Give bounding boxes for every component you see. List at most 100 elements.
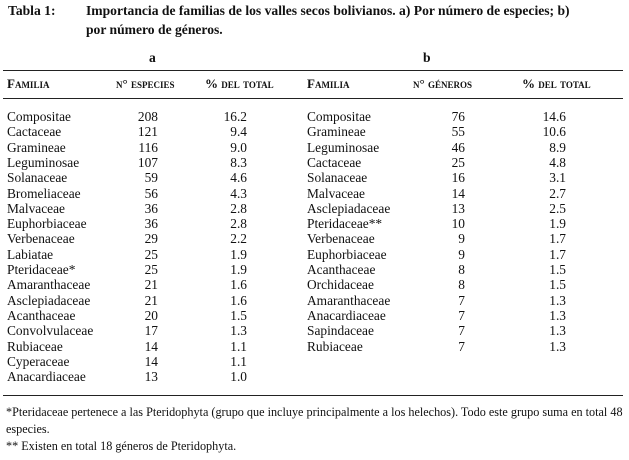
percent-cell: 1.9 [230,262,247,277]
family-cell: Compositae [307,109,371,124]
family-cell: Malvaceae [7,200,65,216]
count-cell: 76 [451,109,465,124]
count-cell: 14 [144,353,158,369]
count-cell: 29 [144,231,158,247]
count-cell: 25 [144,246,158,262]
count-cell: 13 [144,369,158,385]
count-cell: 8 [458,262,465,277]
percent-cell: 2.7 [549,185,566,201]
percent-cell: 1.1 [230,338,247,354]
percent-cell: 1.3 [230,323,247,339]
percent-cell: 2.8 [230,216,247,232]
caption-line-2: por número de géneros. [86,22,223,37]
count-cell: 21 [144,292,158,308]
percent-cell: 16.2 [223,109,247,124]
percent-cell: 1.5 [230,307,247,323]
percent-cell: 1.0 [230,369,247,385]
family-cell: Acanthaceae [307,262,376,277]
header-familia-a: Familia [7,76,50,91]
count-cell: 9 [458,246,465,262]
percent-cell: 1.3 [549,323,566,339]
percent-cell: 8.3 [230,154,247,170]
family-cell: Anacardiaceae [307,307,386,323]
header-especies: n° especies [116,76,175,91]
family-cell: Gramineae [307,124,366,140]
footnote-2: ** Existen en total 18 géneros de Pterid… [6,439,237,453]
percent-cell: 1.6 [230,292,247,308]
count-cell: 9 [458,231,465,247]
percent-cell: 1.6 [230,277,247,293]
header-generos: n° géneros [413,76,472,91]
family-cell: Cactaceae [307,154,362,170]
count-cell: 20 [144,307,158,323]
family-cell: Pteridaceae** [307,216,383,232]
count-cell: 8 [458,277,465,293]
count-cell: 56 [144,185,158,201]
family-cell: Acanthaceae [7,307,76,323]
family-cell: Convolvulaceae [7,323,94,339]
count-cell: 7 [458,292,465,308]
count-cell: 7 [458,338,465,354]
count-cell: 10 [451,216,465,232]
table-label: Tabla 1: [8,3,56,18]
percent-cell: 4.6 [230,170,247,186]
family-cell: Amaranthaceae [7,277,91,293]
family-cell: Amaranthaceae [307,292,391,308]
family-cell: Euphorbiaceae [7,216,87,232]
percent-cell: 1.7 [549,246,566,262]
family-cell: Anacardiaceae [7,369,86,385]
count-cell: 17 [144,323,158,339]
header-familia-b: Familia [307,76,350,91]
family-cell: Verbenaceae [307,231,375,247]
family-cell: Cyperaceae [7,353,70,369]
percent-cell: 2.2 [230,231,247,247]
count-cell: 7 [458,307,465,323]
count-cell: 116 [138,139,158,155]
percent-cell: 1.5 [549,262,566,277]
percent-cell: 1.3 [549,307,566,323]
percent-cell: 3.1 [549,170,566,186]
count-cell: 16 [451,170,465,186]
bottom-rule [3,395,623,396]
percent-cell: 1.9 [230,246,247,262]
family-cell: Solanaceae [307,170,368,186]
percent-cell: 9.0 [230,139,247,155]
family-cell: Leguminosae [7,154,80,170]
family-cell: Leguminosae [307,139,380,155]
count-cell: 25 [451,154,465,170]
family-cell: Orchidaceae [307,277,374,293]
percent-cell: 1.3 [549,338,566,354]
percent-cell: 9.4 [230,124,247,140]
count-cell: 14 [144,338,158,354]
family-cell: Asclepiadaceae [7,292,91,308]
count-cell: 46 [451,139,465,155]
percent-cell: 1.7 [549,231,566,247]
percent-cell: 1.3 [549,292,566,308]
percent-cell: 14.6 [542,109,566,124]
header-pct-b: % del total [522,76,591,91]
family-cell: Pteridaceae* [7,262,76,277]
percent-cell: 2.8 [230,200,247,216]
percent-cell: 1.9 [549,216,566,232]
family-cell: Gramineae [7,139,66,155]
family-cell: Sapindaceae [307,323,374,339]
count-cell: 121 [137,124,158,140]
family-cell: Rubiaceae [307,338,363,354]
percent-cell: 1.1 [230,353,247,369]
percent-cell: 4.3 [230,185,247,201]
header-rule [3,98,623,99]
top-rule [3,70,623,71]
count-cell: 25 [144,262,158,277]
count-cell: 208 [137,109,158,124]
count-cell: 59 [144,170,158,186]
family-cell: Solanaceae [7,170,68,186]
count-cell: 13 [451,200,465,216]
count-cell: 107 [137,154,158,170]
header-pct-a: % del total [205,76,274,91]
family-cell: Cactaceae [7,124,62,140]
count-cell: 7 [458,323,465,339]
count-cell: 21 [144,277,158,293]
family-cell: Verbenaceae [7,231,75,247]
family-cell: Rubiaceae [7,338,63,354]
family-cell: Malvaceae [307,185,365,201]
